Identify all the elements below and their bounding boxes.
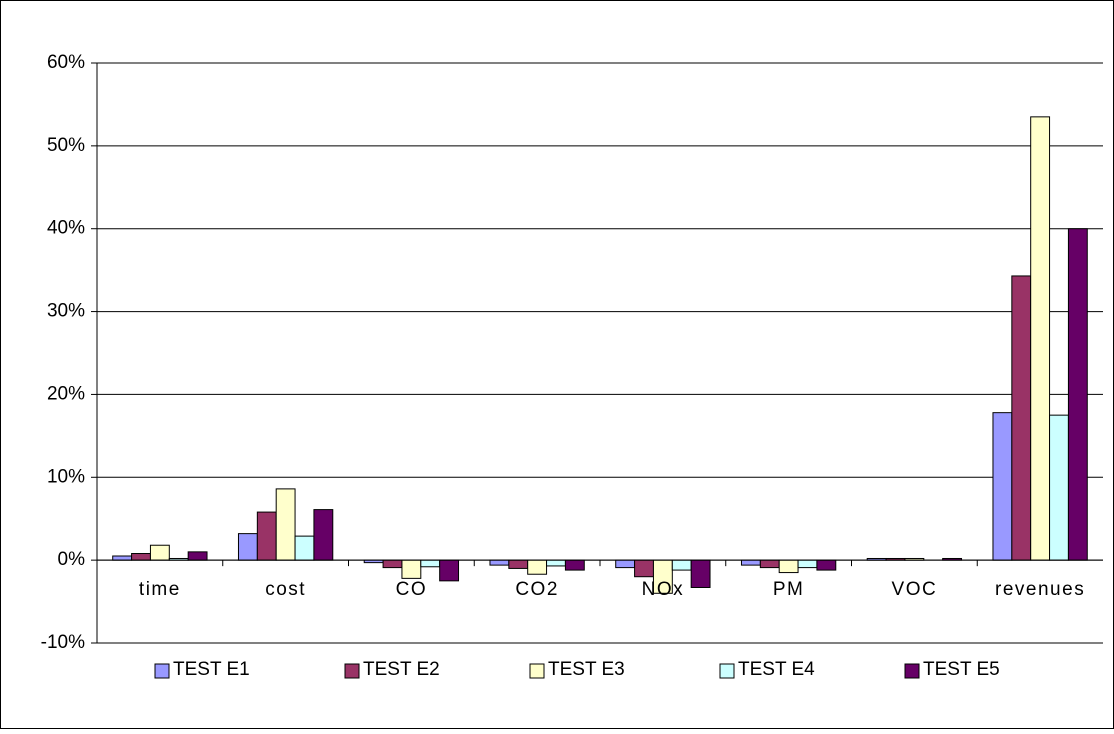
x-tick-label: cost	[265, 579, 306, 600]
legend-label: TEST E1	[173, 659, 250, 680]
x-tick-label: PM	[773, 579, 805, 600]
bar	[671, 559, 692, 571]
bar	[816, 559, 837, 571]
y-tick-label: 0%	[58, 549, 86, 570]
bar	[1067, 228, 1088, 561]
y-tick-label: 50%	[47, 135, 85, 156]
legend-swatch	[344, 663, 360, 679]
y-tick-label: 60%	[47, 52, 85, 73]
bar	[508, 559, 529, 569]
x-tick-label: NOx	[642, 579, 685, 600]
legend-label: TEST E5	[923, 659, 1000, 680]
bar	[1049, 414, 1069, 561]
bar	[420, 559, 441, 568]
bar	[615, 559, 636, 569]
legend-label: TEST E3	[548, 659, 625, 680]
bar	[294, 535, 315, 561]
bar	[275, 488, 296, 561]
bar	[187, 551, 208, 561]
y-tick-label: 20%	[47, 383, 85, 404]
bar	[401, 559, 422, 579]
bar	[690, 559, 711, 588]
bar	[759, 559, 780, 569]
bar	[1011, 275, 1032, 561]
bar	[740, 559, 761, 566]
legend-swatch	[719, 663, 735, 679]
bar	[131, 553, 151, 561]
bar	[634, 559, 654, 578]
y-tick-label: -10%	[41, 632, 85, 653]
legend-swatch	[154, 663, 170, 679]
bar	[112, 555, 133, 561]
bar	[237, 533, 258, 561]
legend-swatch	[904, 663, 920, 679]
x-tick-label: CO	[396, 579, 428, 600]
bar	[439, 559, 460, 582]
bar	[382, 559, 403, 569]
x-tick-label: CO2	[515, 579, 559, 600]
bar	[564, 559, 585, 571]
x-tick-label: revenues	[995, 579, 1085, 600]
bar	[1030, 116, 1051, 561]
bar	[778, 559, 799, 574]
legend-swatch	[529, 663, 545, 679]
bar	[992, 412, 1013, 561]
x-tick-label: VOC	[892, 579, 938, 600]
y-tick-label: 10%	[47, 466, 85, 487]
bar	[797, 559, 818, 569]
bar	[149, 544, 170, 561]
y-tick-label: 30%	[47, 301, 85, 322]
bar	[489, 559, 510, 566]
legend-label: TEST E4	[738, 659, 815, 680]
bar	[546, 559, 566, 567]
y-tick-label: 40%	[47, 218, 85, 239]
bar	[313, 509, 334, 561]
bar	[256, 511, 277, 561]
legend-label: TEST E2	[363, 659, 440, 680]
x-tick-label: time	[139, 579, 181, 600]
bar	[527, 559, 548, 575]
